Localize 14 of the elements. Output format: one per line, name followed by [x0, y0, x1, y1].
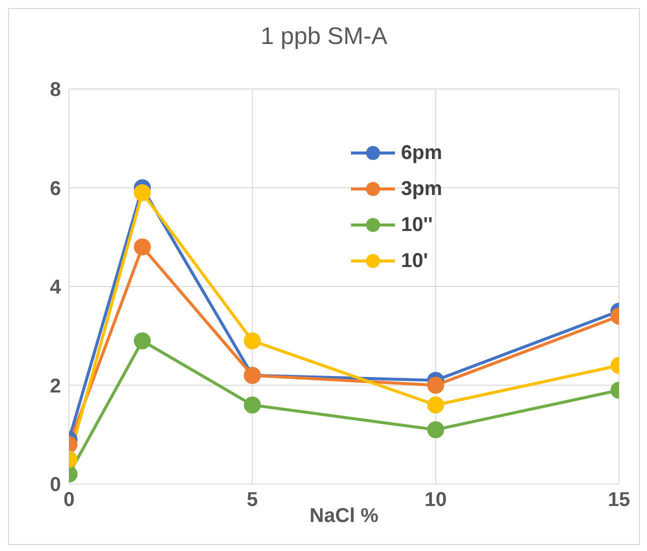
legend-label: 10'': [401, 214, 433, 236]
legend-label: 6pm: [401, 142, 442, 164]
y-tick-label: 4: [50, 276, 62, 299]
y-tick-label: 0: [50, 474, 61, 496]
legend-label: 10': [401, 250, 428, 272]
x-axis-title: NaCl %: [310, 505, 379, 527]
x-tick-label: 15: [608, 489, 630, 512]
y-tick-label: 2: [50, 375, 61, 398]
y-tick-label: 8: [50, 79, 61, 102]
x-tick-label: 10: [424, 489, 447, 512]
y-tick-label: 6: [50, 178, 61, 200]
chart-title: 1 ppb SM-A: [260, 23, 388, 51]
legend-label: 3pm: [401, 178, 442, 200]
x-tick-label: 5: [246, 489, 258, 512]
